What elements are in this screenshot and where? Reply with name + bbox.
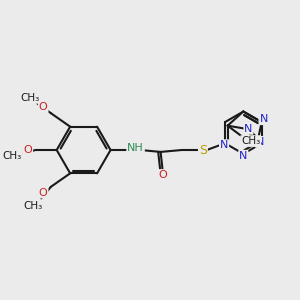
Text: O: O bbox=[39, 188, 48, 198]
Text: N: N bbox=[220, 140, 228, 150]
Text: O: O bbox=[158, 170, 167, 180]
Text: CH₃: CH₃ bbox=[20, 93, 39, 103]
Text: O: O bbox=[39, 102, 48, 112]
Text: N: N bbox=[239, 151, 248, 161]
Text: CH₃: CH₃ bbox=[23, 201, 42, 211]
Text: NH: NH bbox=[127, 143, 144, 153]
Text: CH₃: CH₃ bbox=[241, 136, 260, 146]
Text: CH₃: CH₃ bbox=[3, 151, 22, 161]
Text: S: S bbox=[199, 143, 207, 157]
Text: N: N bbox=[244, 124, 253, 134]
Text: N: N bbox=[256, 137, 264, 147]
Text: N: N bbox=[260, 114, 268, 124]
Text: O: O bbox=[23, 145, 32, 155]
